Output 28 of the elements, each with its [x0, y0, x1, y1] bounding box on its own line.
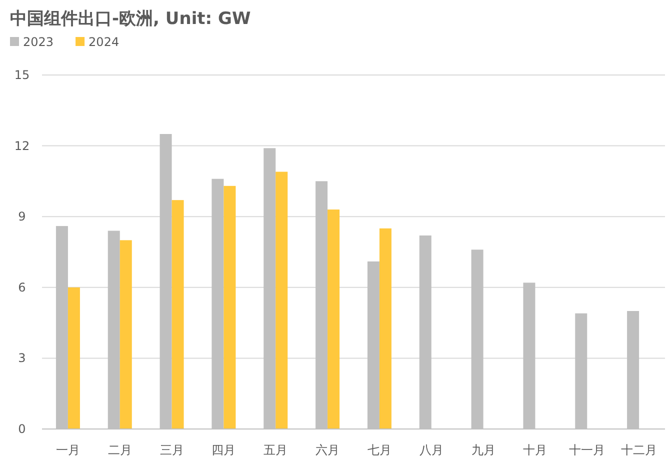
- x-tick-label: 八月: [419, 443, 444, 457]
- legend-label: 2024: [88, 35, 120, 49]
- x-tick-label: 二月: [108, 443, 132, 457]
- x-tick-label: 三月: [160, 443, 184, 457]
- bar: [379, 228, 392, 429]
- x-tick-label: 十二月: [621, 443, 658, 457]
- x-tick-label: 四月: [212, 443, 236, 457]
- y-tick-label: 12: [14, 138, 30, 153]
- bar: [224, 186, 236, 429]
- x-tick-label: 七月: [367, 443, 392, 457]
- y-tick-label: 6: [18, 280, 26, 294]
- bar: [328, 210, 340, 429]
- bar: [172, 200, 184, 429]
- y-tick-label: 9: [18, 210, 26, 224]
- y-tick-label: 15: [14, 68, 30, 82]
- bar: [276, 172, 288, 429]
- x-tick-label: 十一月: [569, 443, 606, 457]
- bar: [120, 240, 132, 429]
- x-tick-label: 九月: [471, 443, 496, 457]
- bar: [68, 287, 80, 429]
- x-tick-label: 六月: [316, 443, 340, 457]
- y-tick-label: 3: [18, 351, 26, 366]
- chart-title: 中国组件出口-欧洲, Unit: GW: [10, 9, 251, 29]
- y-tick-label: 0: [18, 422, 26, 436]
- x-tick-label: 五月: [264, 443, 288, 457]
- legend-label: 2023: [23, 35, 54, 49]
- x-tick-label: 一月: [56, 443, 80, 457]
- x-tick-label: 十月: [523, 443, 548, 457]
